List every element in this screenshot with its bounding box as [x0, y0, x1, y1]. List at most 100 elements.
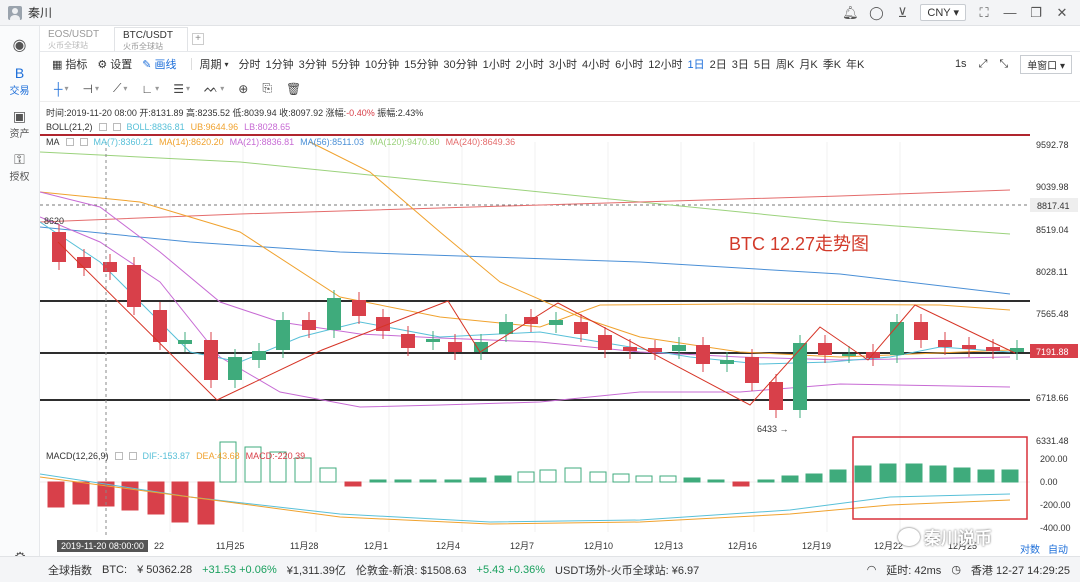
candle [574, 322, 588, 334]
line-tool-icon[interactable]: ⊣ ▾ [82, 81, 99, 96]
sidebar-item-trade[interactable]: B 交易 [0, 64, 39, 97]
candle [818, 343, 832, 355]
sidebar-item-auth[interactable]: ⚿ 授权 [0, 150, 39, 184]
macd-bar [121, 481, 139, 511]
macd-bar [829, 469, 847, 483]
period-0[interactable]: 分时 [238, 59, 261, 71]
period-6[interactable]: 30分钟 [443, 59, 478, 71]
fullscreen-icon[interactable]: ⛶ [979, 4, 989, 20]
period-3[interactable]: 5分钟 [331, 59, 360, 71]
visibility-toggle[interactable] [114, 452, 123, 460]
close-icon[interactable]: ✕ [1056, 4, 1068, 20]
visibility-toggle[interactable] [98, 123, 107, 131]
macd-bar [707, 479, 725, 483]
macd-bar [659, 475, 677, 483]
macd-bar [344, 481, 362, 487]
sidebar-item-label: 交易 [9, 86, 30, 97]
log-scale-button[interactable]: 对数 [1020, 545, 1040, 556]
currency-select[interactable]: CNY ▾ [920, 4, 966, 21]
settings-button[interactable]: ⚙ 设置 [97, 58, 133, 72]
pen-icon: ✎ [142, 58, 152, 71]
x-tick: 12月1 [364, 541, 388, 551]
add-tab-button[interactable]: + [192, 33, 204, 45]
trash-icon[interactable]: 🗑︎ [285, 81, 302, 96]
macd-bar [929, 465, 947, 483]
copy-icon[interactable]: ⎘ [262, 81, 272, 95]
expand-icon[interactable]: ⤢ [978, 57, 988, 70]
period-1[interactable]: 1分钟 [265, 59, 294, 71]
gold-price: 伦敦金-新浪: $1508.63 [355, 564, 467, 577]
chevron-down-icon: ▾ [224, 59, 229, 69]
auto-scale-button[interactable]: 自动 [1048, 545, 1068, 556]
period-12[interactable]: 12小时 [648, 59, 683, 71]
period-7[interactable]: 1小时 [482, 59, 511, 71]
candle [696, 345, 710, 364]
period-2[interactable]: 3分钟 [298, 59, 327, 71]
candle [276, 320, 290, 350]
chart-toolbar: ▦ 指标 ⚙ 设置 ✎ 画线 周期 ▾ 分时 1分钟 3分钟 5分钟 10分钟 15分钟 30分钟 1… [40, 52, 1080, 76]
x-tick: 12月10 [584, 541, 613, 551]
angle-tool-icon[interactable]: ∟ ▾ [141, 81, 160, 96]
period-19[interactable]: 季K [822, 59, 842, 71]
macd-bar [517, 471, 535, 483]
tab-btc-usdt[interactable]: BTC/USDT 火币全球站 [114, 27, 188, 51]
chart-svg: 9592.78 9039.98 8519.04 8028.11 7565.48 7191.… [39, 134, 1078, 551]
restore-icon[interactable]: ❐ [1030, 4, 1042, 20]
ma7-line [39, 221, 1011, 365]
candle [153, 310, 167, 342]
period-20[interactable]: 年K [846, 59, 865, 71]
ray-tool-icon[interactable]: ⟋ ▾ [113, 81, 128, 95]
candle [127, 265, 141, 307]
crosshair-tool-icon[interactable]: ┼ ▾ [54, 81, 69, 96]
scale-buttons: 对数 自动 [1020, 541, 1068, 556]
shrink-icon[interactable]: ⤡ [999, 57, 1009, 70]
shirt-icon[interactable]: ⊻ [897, 4, 908, 20]
macd-bar [977, 469, 995, 483]
chart-area[interactable]: 9592.78 9039.98 8519.04 8028.11 7565.48 7191.… [39, 102, 1080, 554]
window-mode-select[interactable]: 单窗口 ▾ [1020, 54, 1072, 74]
period-16[interactable]: 5日 [753, 59, 772, 71]
period-11[interactable]: 6小时 [615, 59, 644, 71]
period-9[interactable]: 3小时 [548, 59, 578, 71]
price-tick: 8028.11 [1036, 267, 1068, 277]
close-indicator[interactable] [112, 123, 121, 131]
macd-bar [781, 475, 799, 483]
global-index[interactable]: 全球指数 [48, 564, 92, 577]
bell-icon[interactable]: 🔔︎ [842, 4, 859, 20]
visibility-toggle[interactable] [65, 138, 74, 146]
sidebar-logo-icon[interactable]: ◉ [12, 37, 27, 54]
close-indicator[interactable] [128, 452, 137, 460]
period-4[interactable]: 10分钟 [364, 59, 400, 71]
close-indicator[interactable] [79, 138, 88, 146]
x-tick: 11月25 [216, 541, 244, 551]
draw-button[interactable]: ✎ 画线 [142, 58, 177, 72]
user-area[interactable]: 秦川 [0, 4, 52, 21]
gold-change: +5.43 +0.36% [476, 563, 546, 576]
wallet-icon: ▣ [12, 107, 27, 124]
period-15[interactable]: 3日 [731, 59, 749, 71]
wave-tool-icon[interactable]: ᨓ ▾ [203, 81, 225, 95]
candle [52, 232, 66, 262]
period-14[interactable]: 2日 [709, 59, 727, 71]
period-8[interactable]: 2小时 [515, 59, 544, 71]
period-10[interactable]: 4小时 [582, 59, 611, 71]
btc-change: +31.53 +0.06% [202, 563, 277, 576]
cursor-time-label: 2019-11-20 08:00:00 [57, 540, 148, 552]
last-price-bg [1030, 344, 1078, 358]
sidebar-item-assets[interactable]: ▣ 资产 [0, 107, 39, 141]
period-13[interactable]: 1日 [687, 59, 705, 71]
period-menu[interactable]: 周期 ▾ [199, 59, 229, 71]
period-17[interactable]: 周K [776, 59, 795, 71]
period-5[interactable]: 15分钟 [404, 59, 439, 71]
lock-icon[interactable]: ⊕ [238, 81, 249, 96]
price-tick: 6331.48 [1036, 436, 1069, 446]
indicator-button[interactable]: ▦ 指标 [52, 58, 88, 72]
chat-icon[interactable]: ◯ [869, 4, 884, 20]
macd-bar [269, 451, 287, 483]
minimize-icon[interactable]: — [1003, 5, 1017, 20]
period-18[interactable]: 月K [799, 59, 818, 71]
macd-bar [394, 479, 412, 483]
fib-tool-icon[interactable]: ☰ ▾ [173, 81, 190, 96]
ub-line [309, 141, 1011, 358]
tab-eos-usdt[interactable]: EOS/USDT 火币全球站 [48, 29, 100, 50]
